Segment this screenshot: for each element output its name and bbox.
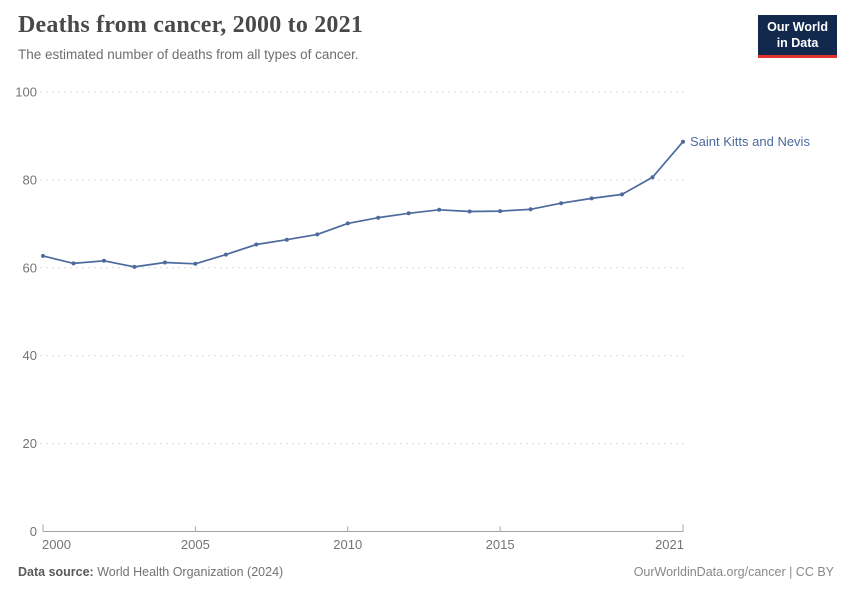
data-point-2015[interactable]	[498, 209, 503, 214]
owid-logo-line1: Our World	[767, 20, 828, 34]
owid-logo[interactable]: Our World in Data	[758, 15, 837, 59]
data-point-2019[interactable]	[620, 192, 624, 197]
data-point-2002[interactable]	[102, 258, 106, 263]
chart-header: Deaths from cancer, 2000 to 2021 The est…	[18, 12, 738, 62]
data-point-2001[interactable]	[71, 261, 76, 266]
data-point-2005[interactable]	[193, 261, 198, 266]
y-tick-label-20: 20	[23, 436, 37, 451]
data-point-2021[interactable]	[681, 139, 685, 144]
chart-footer: Data source: World Health Organization (…	[18, 565, 834, 579]
x-tick-label-2015: 2015	[486, 537, 515, 552]
chart-title: Deaths from cancer, 2000 to 2021	[18, 12, 364, 38]
data-point-2008[interactable]	[284, 237, 289, 242]
data-point-2017[interactable]	[559, 201, 564, 206]
y-tick-label-60: 60	[23, 260, 37, 275]
data-point-2007[interactable]	[254, 242, 259, 247]
owid-logo-line2: in Data	[776, 35, 819, 50]
data-point-2009[interactable]	[315, 232, 320, 237]
data-point-2011[interactable]	[376, 215, 381, 220]
data-point-2014[interactable]	[467, 209, 472, 214]
data-point-2013[interactable]	[437, 207, 442, 212]
data-point-2010[interactable]	[345, 221, 350, 226]
x-tick-label-2005: 2005	[181, 537, 210, 552]
data-point-2006[interactable]	[223, 252, 228, 257]
x-tick-label-2000: 2000	[42, 537, 71, 552]
chart-subtitle: The estimated number of deaths from all …	[18, 47, 359, 62]
data-source-value: World Health Organization (2024)	[97, 565, 284, 579]
data-point-2012[interactable]	[406, 211, 411, 216]
x-tick-label-2010: 2010	[333, 537, 362, 552]
data-source-label: Data source:	[18, 565, 94, 579]
attribution: OurWorldinData.org/cancer | CC BY	[633, 565, 834, 579]
x-tick-label-2021: 2021	[655, 537, 684, 552]
entity-label[interactable]: Saint Kitts and Nevis	[690, 134, 810, 149]
y-tick-label-0: 0	[30, 524, 37, 539]
y-tick-label-100: 100	[15, 85, 37, 100]
data-point-2016[interactable]	[528, 207, 533, 212]
data-line[interactable]	[42, 141, 684, 268]
y-tick-label-80: 80	[23, 172, 37, 187]
y-tick-label-40: 40	[23, 348, 37, 363]
data-point-2018[interactable]	[589, 196, 594, 201]
data-point-2004[interactable]	[162, 260, 167, 265]
data-point-2000[interactable]	[41, 253, 45, 258]
data-source: Data source: World Health Organization (…	[18, 565, 283, 579]
data-point-2003[interactable]	[132, 264, 137, 269]
data-point-2020[interactable]	[650, 175, 655, 180]
